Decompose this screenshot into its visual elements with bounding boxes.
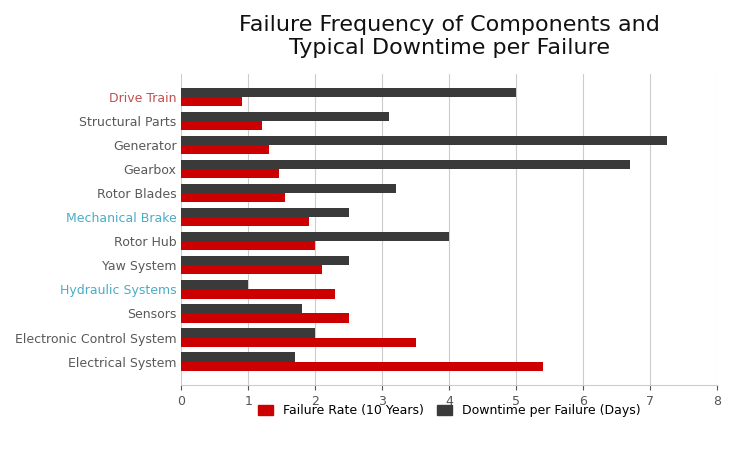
- Bar: [182, 256, 349, 265]
- Bar: [182, 352, 295, 361]
- Bar: [182, 184, 396, 193]
- Bar: [182, 88, 516, 97]
- Title: Failure Frequency of Components and
Typical Downtime per Failure: Failure Frequency of Components and Typi…: [238, 15, 659, 58]
- Bar: [182, 265, 322, 274]
- Legend: Failure Rate (10 Years), Downtime per Failure (Days): Failure Rate (10 Years), Downtime per Fa…: [253, 399, 645, 422]
- Bar: [182, 280, 249, 289]
- Bar: [182, 112, 389, 121]
- Bar: [182, 241, 315, 250]
- Bar: [182, 338, 416, 347]
- Bar: [182, 169, 278, 178]
- Bar: [182, 232, 449, 241]
- Bar: [182, 136, 667, 145]
- Bar: [182, 193, 286, 202]
- Bar: [182, 145, 269, 154]
- Bar: [182, 121, 262, 130]
- Bar: [182, 160, 630, 169]
- Bar: [182, 208, 349, 217]
- Bar: [182, 289, 336, 298]
- Bar: [182, 97, 241, 106]
- Bar: [182, 328, 315, 338]
- Bar: [182, 314, 349, 323]
- Bar: [182, 361, 543, 371]
- Bar: [182, 217, 308, 227]
- Bar: [182, 304, 302, 314]
